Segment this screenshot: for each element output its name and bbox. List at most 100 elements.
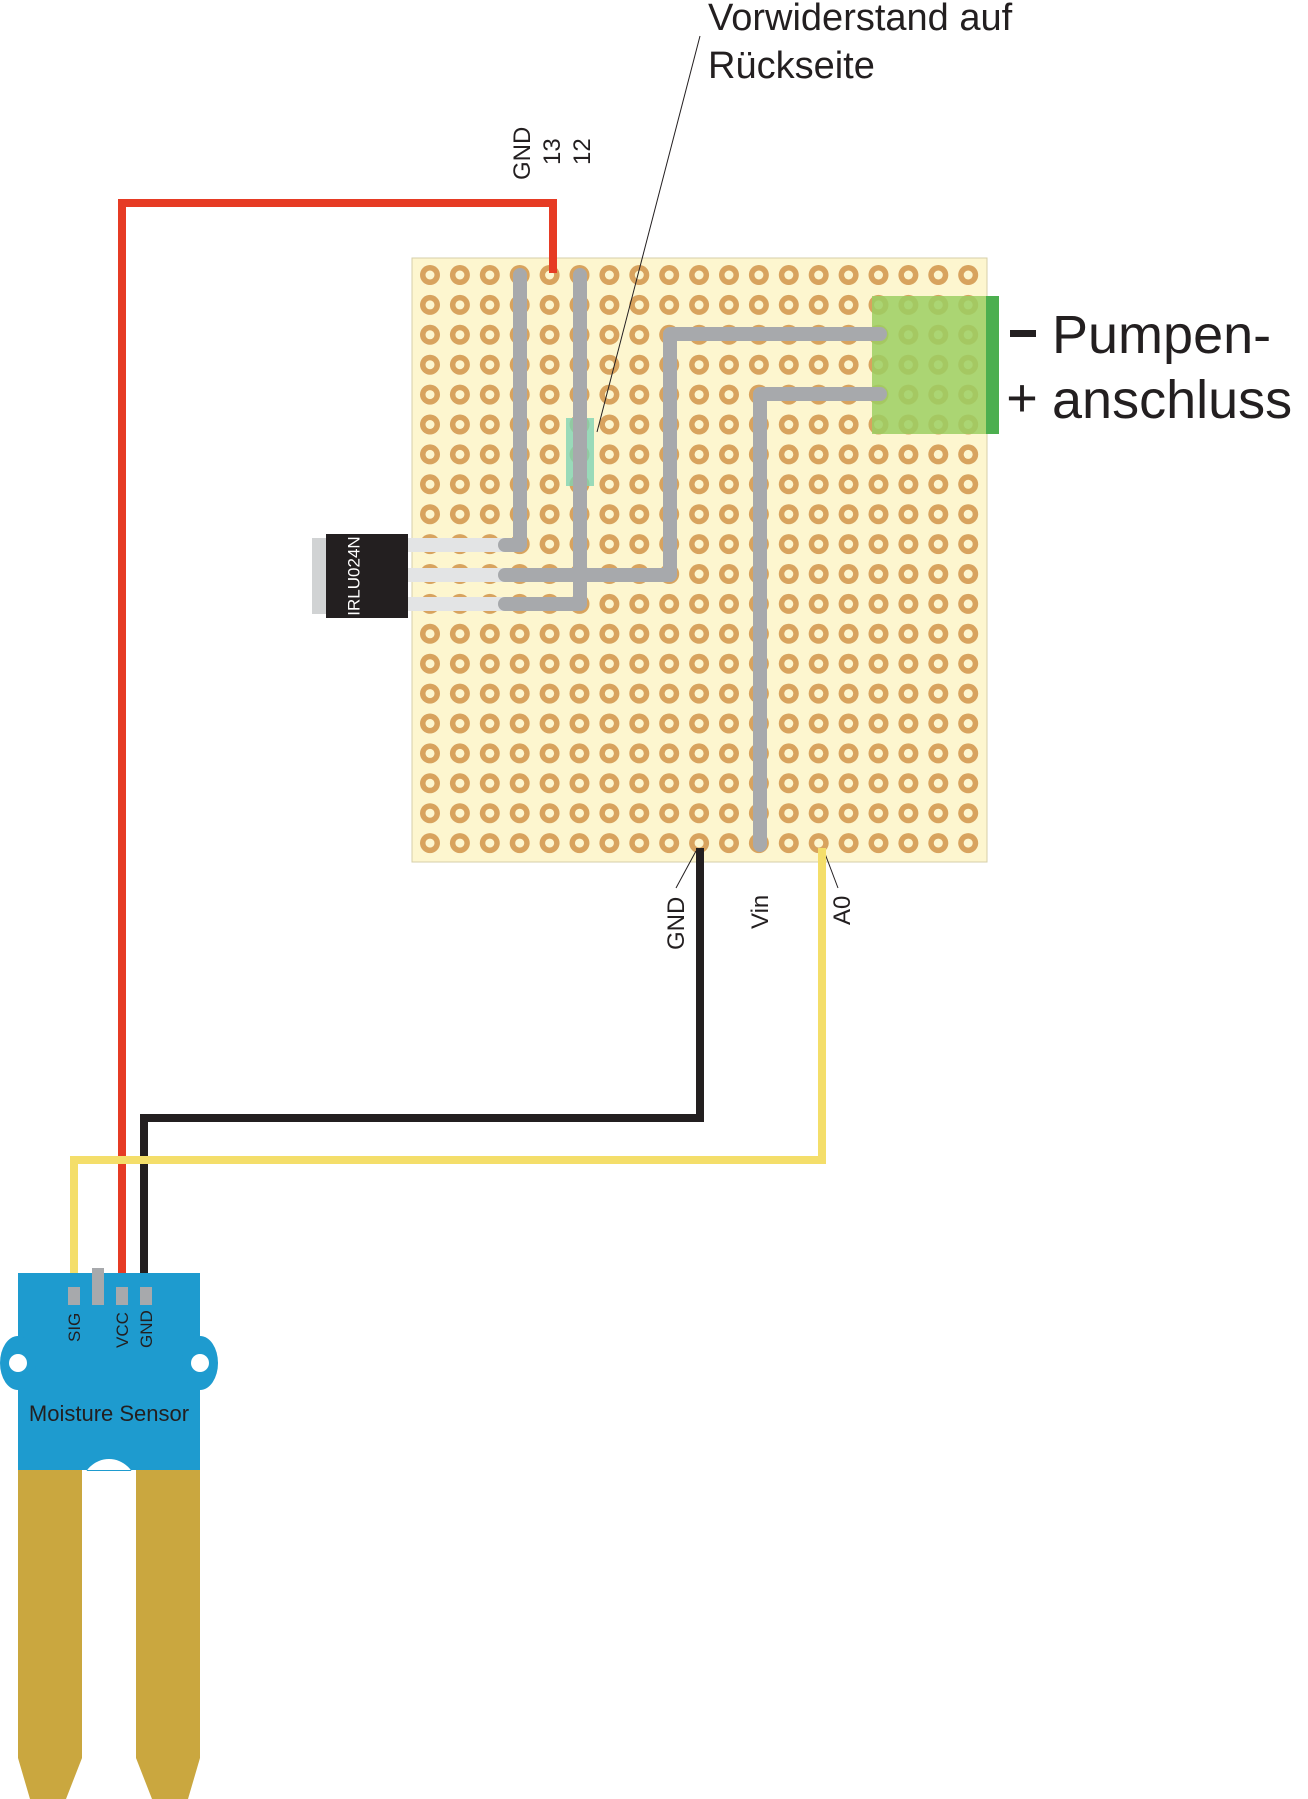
pad-hole — [604, 808, 614, 818]
pad-hole — [634, 479, 644, 489]
pad-hole — [575, 808, 584, 818]
pad-hole — [604, 420, 614, 429]
pad-hole — [784, 689, 794, 699]
pad-hole — [694, 360, 704, 370]
pad-hole — [455, 360, 465, 370]
sensor-probe-left — [18, 1470, 82, 1799]
bottom-gnd-leader — [675, 850, 697, 889]
pad-hole — [604, 778, 614, 788]
pad-hole — [604, 539, 614, 549]
pad-hole — [545, 808, 555, 818]
pad-hole — [515, 808, 525, 818]
pad-hole — [963, 629, 973, 639]
pad-hole — [844, 300, 854, 310]
pad-hole — [844, 569, 854, 579]
pad-hole — [754, 300, 764, 310]
pad-hole — [604, 300, 614, 310]
pad-hole — [634, 360, 644, 370]
wire-yellow-sig — [70, 848, 826, 1292]
pad-hole — [724, 778, 734, 788]
pad-hole — [455, 479, 465, 489]
pad-hole — [694, 479, 704, 489]
pad-hole — [724, 300, 734, 310]
pad-hole — [455, 420, 465, 429]
pad-hole — [634, 808, 644, 818]
moisture-sensor: SIG VCC GND Moisture Sensor — [0, 1268, 218, 1799]
pad-hole — [844, 778, 854, 788]
pad-hole — [933, 509, 943, 519]
pad-hole — [784, 509, 794, 519]
pad-hole — [724, 838, 734, 848]
pad-hole — [814, 539, 824, 549]
pad-hole — [903, 569, 913, 579]
pad-hole — [903, 449, 913, 459]
pad-hole — [933, 599, 943, 609]
pad-hole — [545, 778, 555, 788]
wire-black-gnd — [140, 848, 704, 1292]
pad-hole — [575, 689, 584, 699]
sensor-title: Moisture Sensor — [29, 1401, 189, 1426]
pad-hole — [933, 270, 943, 280]
pad-hole — [575, 629, 584, 639]
pad-hole — [963, 689, 973, 699]
pad-hole — [933, 778, 943, 788]
pad-hole — [694, 300, 704, 310]
pad-hole — [455, 629, 465, 639]
pad-hole — [425, 719, 435, 728]
pad-hole — [485, 808, 495, 818]
pump-label-line2: anschluss — [1052, 370, 1292, 430]
pad-hole — [724, 629, 734, 639]
pump-terminal-bar — [986, 296, 999, 434]
pad-hole — [724, 719, 734, 728]
pad-hole — [455, 778, 465, 788]
pad-hole — [455, 748, 465, 758]
pad-hole — [844, 719, 854, 728]
pad-hole — [814, 479, 824, 489]
pad-hole — [963, 659, 973, 669]
pad-hole — [425, 689, 435, 699]
pad-hole — [694, 420, 704, 429]
pad-hole — [844, 838, 854, 848]
pad-hole — [844, 659, 854, 669]
pad-hole — [604, 270, 614, 280]
bottom-a0-leader — [823, 850, 839, 889]
pad-hole — [933, 748, 943, 758]
pad-hole — [844, 449, 854, 459]
pad-hole — [724, 659, 734, 669]
pad-hole — [485, 629, 495, 639]
pad-hole — [604, 748, 614, 758]
pad-hole — [963, 539, 973, 549]
header-pin-gnd: GND — [509, 127, 536, 180]
pad-hole — [455, 719, 465, 728]
pad-hole — [545, 689, 555, 699]
pad-hole — [963, 479, 973, 489]
pad-hole — [455, 808, 465, 818]
pad-hole — [694, 838, 704, 848]
pad-hole — [425, 748, 435, 758]
pad-hole — [874, 659, 883, 669]
pad-hole — [874, 778, 883, 788]
pad-hole — [784, 360, 794, 370]
pad-hole — [814, 689, 824, 699]
pad-hole — [664, 778, 674, 788]
pad-hole — [844, 689, 854, 699]
pad-hole — [814, 778, 824, 788]
trace-vin-pump-plus — [753, 387, 887, 852]
pad-hole — [814, 719, 824, 728]
pad-hole — [545, 719, 555, 728]
pad-hole — [814, 300, 824, 310]
pad-hole — [903, 270, 913, 280]
pad-hole — [724, 689, 734, 699]
pad-hole — [634, 778, 644, 788]
pad-hole — [903, 838, 913, 848]
pad-hole — [844, 748, 854, 758]
pad-hole — [545, 509, 555, 519]
pad-hole — [634, 300, 644, 310]
pad-hole — [933, 479, 943, 489]
pad-hole — [425, 449, 435, 459]
pad-hole — [784, 778, 794, 788]
pad-hole — [814, 360, 824, 370]
pad-hole — [425, 808, 435, 818]
pad-hole — [634, 420, 644, 429]
